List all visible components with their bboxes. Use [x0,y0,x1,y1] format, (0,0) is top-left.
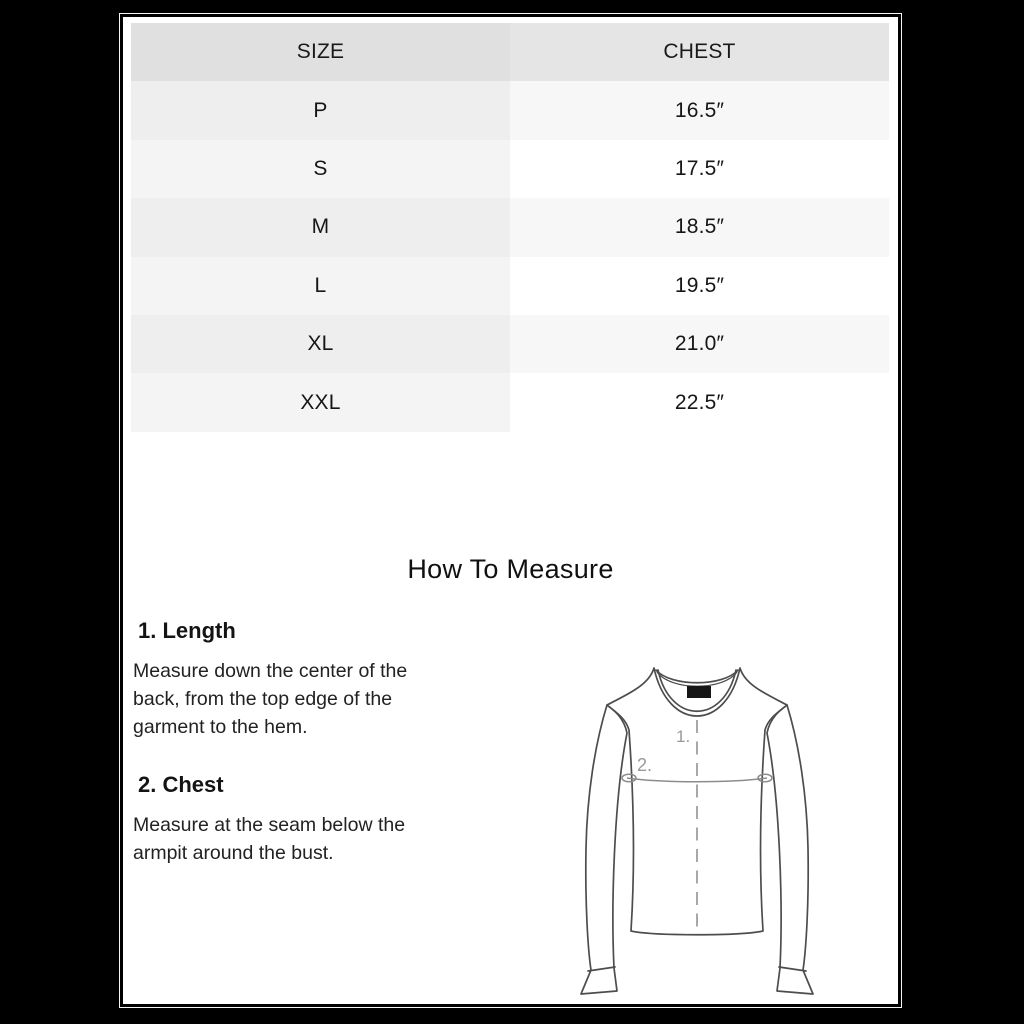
table-row: L 19.5″ [131,256,889,315]
length-marker-label: 1. [676,727,690,746]
size-cell: M [131,198,510,257]
column-header-chest: CHEST [510,23,889,82]
chest-cell: 22.5″ [510,373,889,432]
size-cell: XL [131,314,510,374]
table-row: P 16.5″ [131,81,889,140]
size-cell: P [131,81,510,140]
chest-cell: 19.5″ [510,256,889,315]
diagram-labels-group: 1. 2. [637,727,690,775]
table-header-row: SIZE CHEST [131,23,889,82]
table-row: M 18.5″ [131,198,889,257]
measure-instructions: 1. Length Measure down the center of the… [133,617,513,897]
front-collar-inner-line [657,669,737,712]
back-collar-line [655,669,739,684]
table-row: XL 21.0″ [131,314,889,374]
table-row: XXL 22.5″ [131,373,889,432]
right-cuff-line [778,966,807,972]
chest-line-right-loop [757,773,773,783]
length-section-body: Measure down the center of the back, fro… [133,660,408,738]
chest-marker-label: 2. [637,755,652,775]
size-chart-table: SIZE CHEST P 16.5″ S 17.5″ M 18.5″ L 19.… [131,23,889,432]
chest-cell: 17.5″ [510,139,889,199]
neck-tag [687,686,711,698]
garment-outline-group [580,667,814,995]
chest-measure-line [626,777,768,783]
length-section-heading: 1. Length [138,618,236,643]
chest-section-heading: 2. Chest [138,772,224,797]
size-cell: L [131,256,510,315]
size-cell: XXL [131,373,510,432]
measure-lines-group [621,720,773,933]
column-header-size: SIZE [131,23,510,82]
size-cell: S [131,139,510,199]
left-sleeve [580,704,628,995]
size-guide-sheet: SIZE CHEST P 16.5″ S 17.5″ M 18.5″ L 19.… [123,17,898,1004]
chest-cell: 16.5″ [510,81,889,140]
chest-section-body: Measure at the seam below the armpit aro… [133,814,406,864]
left-cuff-line [587,966,616,972]
chest-line-left-loop [621,773,637,783]
right-sleeve [766,704,814,995]
how-to-measure-title: How To Measure [407,554,614,584]
garment-body [606,667,788,936]
garment-diagram: 1. 2. [580,667,814,995]
chest-cell: 18.5″ [510,198,889,257]
table-row: S 17.5″ [131,139,889,199]
chest-cell: 21.0″ [510,314,889,374]
